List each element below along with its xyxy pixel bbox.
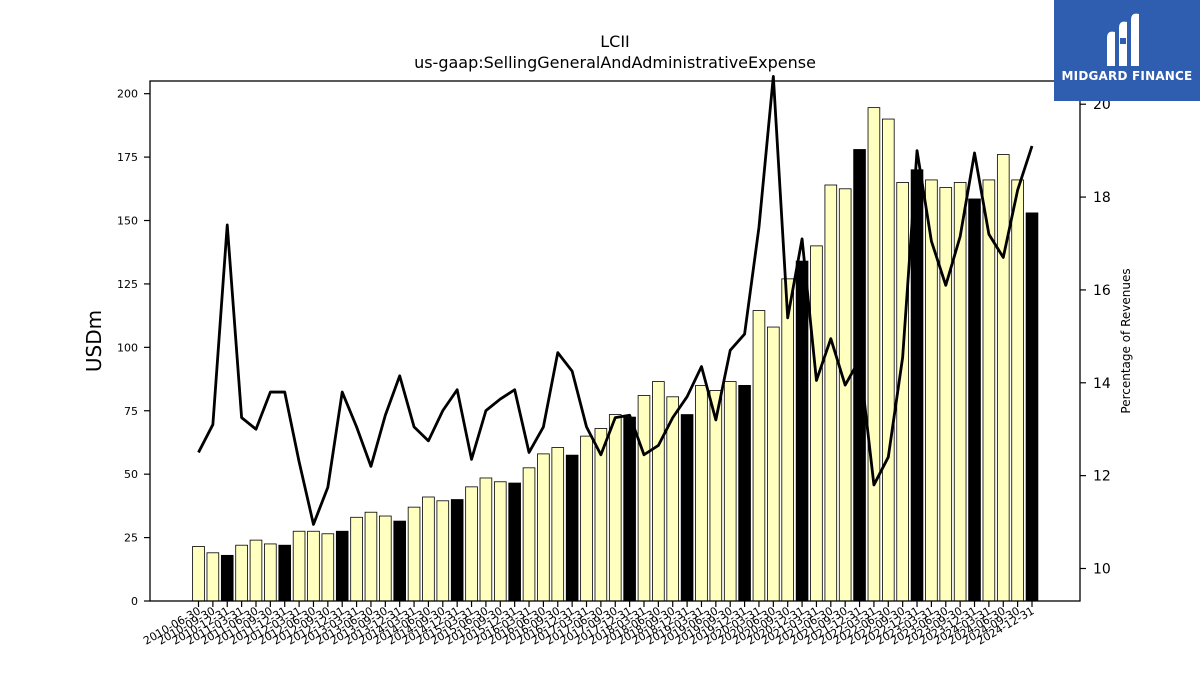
bar (838, 188, 852, 602)
bar (824, 184, 838, 602)
bar (235, 544, 248, 602)
bar (882, 118, 895, 602)
bar-annual (565, 454, 579, 602)
bar (307, 530, 320, 602)
bar (292, 530, 306, 602)
bar (479, 477, 493, 602)
bar-annual (508, 482, 521, 602)
bar (379, 515, 392, 602)
bar (723, 381, 737, 602)
bar-annual (450, 499, 464, 602)
bar-series (192, 107, 1039, 602)
line-series (197, 74, 1034, 526)
percentage-line (197, 74, 1034, 526)
y-tick-label: 0 (131, 595, 138, 608)
y2-tick-label: 16 (1093, 283, 1111, 299)
bar (321, 533, 335, 602)
bar-annual (220, 554, 234, 602)
brand-logo: MIDGARD FINANCE (1054, 0, 1200, 101)
bar (436, 500, 450, 602)
bar (1011, 179, 1024, 602)
midgard-logo-icon (1107, 13, 1139, 67)
chart-subtitle: us-gaap:SellingGeneralAndAdministrativeE… (414, 53, 816, 72)
right-axis-ticks: 10 12 14 16 18 20 (1080, 97, 1111, 578)
y-tick-label: 125 (117, 278, 138, 291)
bar (422, 496, 435, 602)
bar (364, 511, 378, 602)
bar (350, 516, 363, 602)
bar (996, 154, 1010, 602)
bar (264, 543, 277, 602)
bar (695, 384, 708, 602)
bar-annual (853, 149, 866, 602)
brand-name: MIDGARD FINANCE (1061, 69, 1193, 83)
y-axis-label: USDm (82, 310, 106, 372)
bar (810, 245, 823, 602)
y-tick-label: 150 (117, 215, 138, 228)
bar-annual (623, 416, 636, 602)
y2-tick-label: 12 (1093, 469, 1111, 485)
bar (867, 107, 881, 602)
y-tick-label: 75 (124, 405, 138, 418)
bar-annual (1025, 212, 1039, 602)
bar-annual (680, 414, 694, 602)
y-tick-label: 50 (124, 468, 138, 481)
bar (608, 414, 622, 602)
bar (580, 435, 593, 602)
bar (537, 453, 550, 602)
bar-annual (795, 260, 809, 602)
left-axis-ticks: 0 25 50 75 100 125 150 175 200 (117, 88, 150, 608)
bar-annual (968, 198, 981, 602)
bar (939, 187, 953, 602)
x-axis-ticks: 2010-06-302010-09-302010-12-312011-03-31… (141, 601, 1037, 648)
bar-annual (393, 520, 406, 602)
bar (953, 182, 967, 602)
y-tick-label: 175 (117, 151, 138, 164)
bar (206, 552, 220, 602)
bar-annual (910, 169, 924, 602)
bar (192, 546, 205, 602)
bar (551, 447, 565, 602)
bar (781, 278, 794, 602)
bar-annual (738, 384, 751, 602)
bar (752, 310, 766, 602)
chart-title: LCII (600, 32, 630, 51)
bar (493, 481, 507, 602)
bar (652, 381, 665, 602)
y2-tick-label: 18 (1093, 190, 1111, 206)
bar-annual (278, 544, 292, 602)
y-tick-label: 100 (117, 341, 138, 354)
bar (767, 326, 780, 602)
y-tick-label: 25 (124, 532, 138, 545)
bar (249, 539, 263, 602)
bar (407, 506, 421, 602)
y2-axis-label: Percentage of Revenues (1119, 268, 1133, 413)
y2-tick-label: 10 (1093, 562, 1111, 578)
bar (637, 395, 651, 602)
y2-tick-label: 14 (1093, 376, 1111, 392)
y2-tick-label: 20 (1093, 97, 1111, 113)
bar (465, 486, 478, 602)
y-tick-label: 200 (117, 88, 138, 101)
bar (709, 390, 723, 602)
bar (522, 467, 536, 602)
bar-annual (335, 530, 349, 602)
